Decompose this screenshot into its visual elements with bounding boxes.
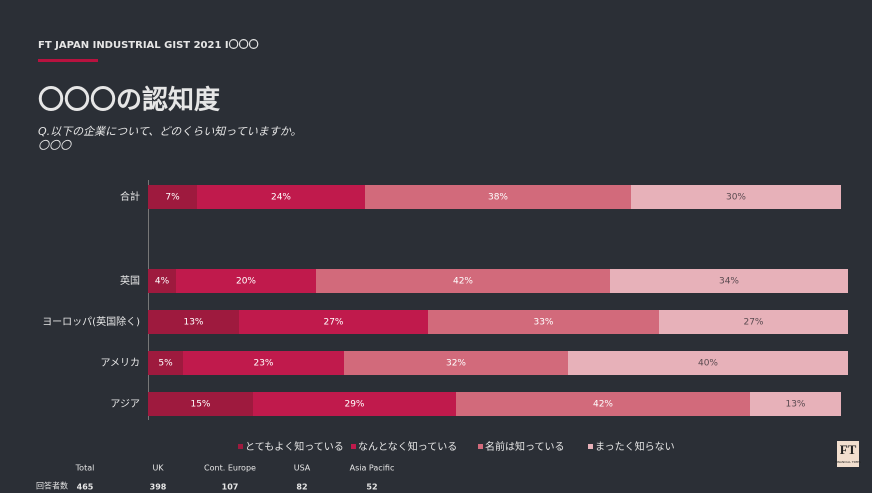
logo-box: [837, 441, 859, 467]
bar-segment: [365, 185, 631, 209]
legend-label: なんとなく知っている: [358, 440, 457, 453]
value-label: 33%: [533, 318, 553, 328]
category-label: 合計: [120, 190, 140, 203]
respondents-column: Total: [75, 464, 95, 473]
value-label: 13%: [785, 400, 805, 410]
respondents-count: 465: [77, 483, 94, 492]
value-label: 32%: [446, 359, 466, 369]
value-label: 29%: [344, 400, 364, 410]
category-label: 英国: [120, 274, 140, 287]
header-rule: [38, 59, 98, 62]
legend-swatch: [351, 444, 356, 449]
bar-segment: [456, 392, 750, 416]
value-label: 30%: [726, 193, 746, 203]
value-label: 34%: [719, 277, 739, 287]
bar-segment: [631, 185, 841, 209]
value-label: 15%: [190, 400, 210, 410]
respondents-column: USA: [294, 464, 311, 473]
category-label: アジア: [110, 399, 140, 410]
value-label: 7%: [165, 193, 180, 203]
respondents-column: UK: [152, 464, 164, 473]
bar-segment: [344, 351, 568, 375]
respondents-column: Asia Pacific: [350, 464, 395, 473]
value-label: 27%: [743, 318, 763, 328]
legend-label: 名前は知っている: [485, 440, 565, 453]
bar-segment: [148, 269, 176, 293]
legend-label: まったく知らない: [595, 440, 675, 453]
bar-segment: [239, 310, 428, 334]
bar-segment: [659, 310, 848, 334]
legend-swatch: [478, 444, 483, 449]
category-label: アメリカ: [101, 357, 141, 369]
bar-segment: [148, 310, 239, 334]
value-label: 4%: [155, 277, 170, 287]
subtitle: Q.以下の企業について、どのくらい知っていますか。: [38, 125, 302, 138]
bar-segment: [568, 351, 848, 375]
value-label: 20%: [236, 277, 256, 287]
value-label: 42%: [593, 400, 613, 410]
title: 〇〇〇の認知度: [38, 85, 220, 116]
bar-segment: [428, 310, 659, 334]
respondents-column: Cont. Europe: [204, 464, 256, 473]
value-label: 5%: [158, 359, 173, 369]
value-label: 42%: [453, 277, 473, 287]
subtitle: 〇〇〇: [38, 139, 73, 152]
bar-segment: [253, 392, 456, 416]
value-label: 40%: [698, 359, 718, 369]
header: FT JAPAN INDUSTRIAL GIST 2021 I〇〇〇: [38, 38, 259, 51]
bar-segment: [316, 269, 610, 293]
legend-swatch: [238, 444, 243, 449]
bar-segment: [148, 185, 197, 209]
bar-segment: [750, 392, 841, 416]
value-label: 13%: [183, 318, 203, 328]
bar-segment: [148, 392, 253, 416]
category-label: ヨーロッパ(英国除く): [42, 315, 140, 328]
value-label: 24%: [271, 193, 291, 203]
legend-label: とてもよく知っている: [245, 440, 344, 453]
bar-segment: [610, 269, 848, 293]
logo-name: FINANCIAL TIMES: [835, 460, 861, 464]
respondents-count: 82: [296, 483, 307, 492]
value-label: 27%: [323, 318, 343, 328]
bar-segment: [197, 185, 365, 209]
bar-segment: [148, 351, 183, 375]
bar-segment: [183, 351, 344, 375]
respondents-label: 回答者数: [36, 481, 68, 491]
logo-mark: FT: [840, 442, 857, 457]
respondents-count: 107: [222, 483, 239, 492]
legend-swatch: [588, 444, 593, 449]
value-label: 38%: [488, 193, 508, 203]
bar-segment: [176, 269, 316, 293]
value-label: 23%: [253, 359, 273, 369]
respondents-count: 52: [366, 483, 377, 492]
respondents-count: 398: [150, 483, 167, 492]
